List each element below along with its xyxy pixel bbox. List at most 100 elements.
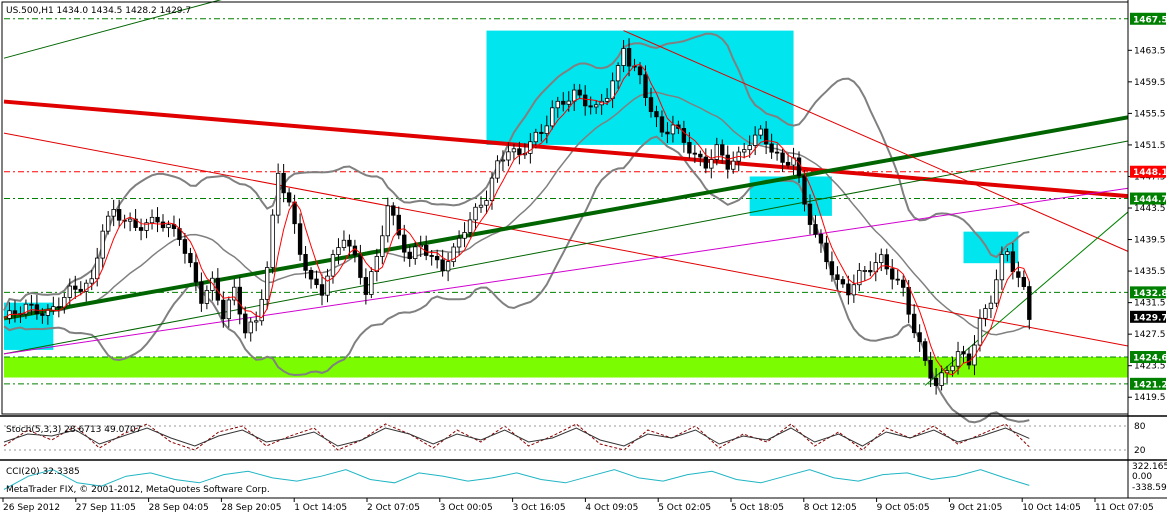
candle-37: [204, 285, 210, 310]
candle-140: [769, 133, 774, 159]
candle-26: [144, 218, 149, 239]
stoch-title: Stoch(5,3,3) 28.6713 49.0707: [6, 425, 141, 435]
candle-body-107: [588, 105, 593, 108]
x-tick-label-0: 26 Sep 2012: [3, 503, 60, 513]
candle-183: [1005, 248, 1010, 262]
cci-title: CCI(20) 32.3385: [6, 467, 80, 477]
y-tick-label-7: 1435.5: [1134, 267, 1166, 277]
candle-118: [648, 87, 654, 118]
candle-body-96: [528, 141, 533, 154]
candle-body-84: [462, 231, 467, 239]
candle-170: [933, 368, 939, 395]
x-tick-label-13: 9 Oct 21:05: [949, 503, 1002, 513]
candle-124: [681, 120, 687, 153]
x-tick-label-1: 27 Sep 11:05: [76, 503, 136, 513]
candle-body-118: [648, 97, 654, 112]
candle-body-57: [314, 278, 319, 286]
candle-body-2: [12, 310, 18, 315]
x-tick-label-12: 9 Oct 05:05: [877, 503, 930, 513]
candle-68: [374, 248, 380, 282]
candle-25: [138, 218, 144, 241]
candle-38: [210, 271, 215, 301]
candle-158: [868, 261, 873, 277]
candle-body-153: [840, 279, 846, 285]
candle-body-92: [506, 151, 511, 161]
bollinger-upper: [3, 32, 1030, 311]
candle-90: [495, 155, 500, 183]
candle-body-67: [369, 271, 374, 295]
candle-body-29: [160, 221, 166, 229]
candles-layer: [7, 38, 1032, 395]
y-tick-label-9: 1427.5: [1134, 330, 1166, 340]
candle-33: [182, 232, 188, 264]
candle-146: [802, 170, 807, 212]
candle-139: [763, 121, 769, 155]
candle-113: [621, 39, 626, 73]
candle-body-127: [698, 153, 703, 158]
candle-body-164: [901, 279, 906, 288]
candle-149: [818, 229, 824, 253]
candle-body-4: [23, 303, 29, 315]
candle-body-130: [714, 144, 719, 160]
candle-body-147: [807, 203, 813, 225]
candle-167: [917, 324, 922, 352]
candle-body-36: [199, 281, 204, 304]
candle-body-63: [347, 239, 352, 247]
candle-body-121: [665, 131, 670, 135]
candle-73: [402, 224, 407, 262]
level-label-4: 1429.7: [1133, 313, 1167, 323]
candle-body-56: [308, 269, 314, 280]
y-tick-label-3: 1451.5: [1134, 141, 1166, 151]
x-tick-label-5: 2 Oct 07:05: [367, 503, 420, 513]
level-label-2: 1444.7: [1133, 195, 1167, 205]
candle-18: [100, 224, 105, 268]
candle-137: [752, 126, 758, 156]
y-tick-label-2: 1455.5: [1134, 109, 1166, 119]
candle-50: [275, 163, 281, 224]
candle-body-112: [615, 65, 621, 82]
candle-16: [89, 270, 94, 291]
candle-body-16: [89, 278, 94, 284]
candle-99: [544, 115, 549, 144]
candle-body-136: [747, 145, 752, 151]
candle-151: [829, 251, 835, 282]
candle-body-45: [248, 321, 253, 334]
candle-117: [643, 65, 648, 106]
candle-175: [961, 345, 966, 364]
candle-body-125: [687, 142, 692, 154]
candle-body-101: [555, 100, 560, 109]
candle-62: [341, 230, 347, 251]
candle-61: [336, 238, 341, 265]
candle-body-87: [478, 204, 484, 208]
candle-body-131: [720, 144, 725, 156]
candle-body-183: [1005, 251, 1010, 255]
candle-body-75: [413, 246, 418, 260]
cci-tick-0: 322.165: [1132, 462, 1167, 472]
candle-body-137: [752, 134, 758, 146]
candle-body-12: [67, 285, 72, 298]
candle-179: [983, 304, 988, 327]
candle-body-120: [659, 116, 665, 133]
candle-body-167: [917, 332, 922, 343]
candle-body-79: [434, 255, 440, 261]
candle-body-145: [796, 157, 802, 177]
candle-body-73: [402, 234, 407, 253]
candle-43: [237, 276, 242, 325]
level-box-0: [1130, 12, 1166, 25]
candle-108: [593, 100, 599, 114]
candle-body-116: [637, 66, 643, 76]
candle-body-103: [566, 100, 571, 105]
y-tick-label-11: 1419.5: [1134, 393, 1166, 403]
candle-body-175: [961, 351, 966, 355]
candle-body-171: [939, 372, 944, 386]
candle-body-48: [264, 267, 270, 300]
candle-body-138: [758, 128, 763, 136]
candle-74: [407, 245, 412, 267]
candle-body-13: [73, 285, 78, 290]
candle-147: [807, 194, 813, 235]
candle-155: [851, 274, 857, 303]
candle-body-174: [955, 351, 961, 367]
x-tick-label-9: 5 Oct 02:05: [658, 503, 711, 513]
candle-21: [116, 199, 122, 228]
level-label-5: 1424.6: [1133, 354, 1167, 364]
